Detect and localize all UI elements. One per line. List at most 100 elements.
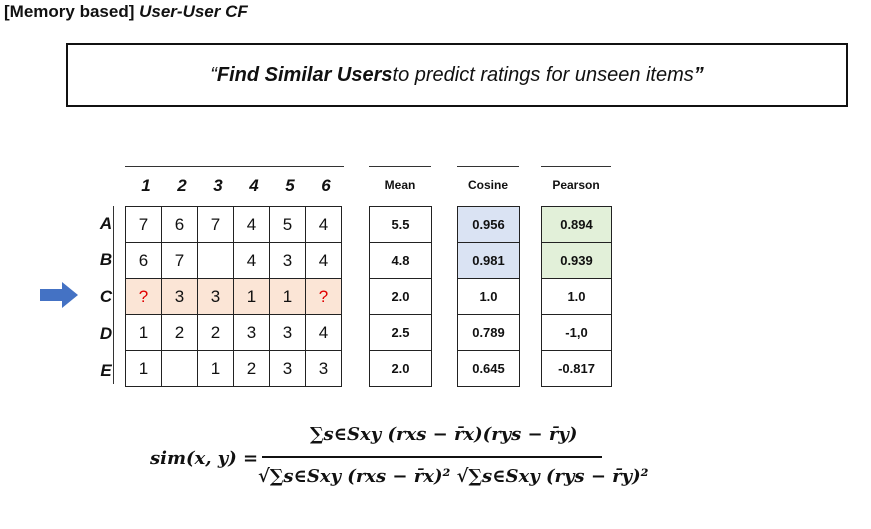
table-row: 0.956	[457, 206, 520, 243]
pearson-cell: -0.817	[541, 350, 612, 387]
mean-header: Mean	[384, 178, 416, 192]
rating-cell: 1	[125, 350, 162, 387]
rating-cell: 3	[269, 242, 306, 279]
rating-cell: 4	[233, 242, 270, 279]
pearson-cell: 0.939	[541, 242, 612, 279]
rating-cell: 3	[161, 278, 198, 315]
pearson-header-rule	[541, 166, 611, 167]
mean-cell: 5.5	[369, 206, 432, 243]
rating-cell: 4	[305, 314, 342, 351]
fraction-bar	[262, 456, 602, 458]
rating-cell: 1	[125, 314, 162, 351]
unknown-rating-cell: ?	[305, 278, 342, 315]
pearson-column: 0.894 0.939 1.0 -1,0 -0.817	[541, 206, 612, 387]
table-row: 0.981	[457, 242, 520, 279]
table-row: 6 7 4 3 4	[125, 242, 342, 279]
table-row: 0.645	[457, 350, 520, 387]
formula-numerator: ∑s∈Sxy (rxs − r̄x)(rys − r̄y)	[310, 424, 578, 445]
mean-cell: 4.8	[369, 242, 432, 279]
mean-cell: 2.0	[369, 278, 432, 315]
table-row: 2.0	[369, 350, 432, 387]
rating-cell: 3	[197, 278, 234, 315]
rating-cell: 2	[197, 314, 234, 351]
quote-bold: Find Similar Users	[216, 63, 393, 86]
rating-cell: 6	[125, 242, 162, 279]
ratings-matrix: 7 6 7 4 5 4 6 7 4 3 4 ? 3 3 1 1 ? 1 2 2 …	[125, 206, 342, 387]
table-row: 5.5	[369, 206, 432, 243]
rating-cell: 7	[197, 206, 234, 243]
cosine-header-rule	[457, 166, 519, 167]
right-arrow-icon	[40, 282, 78, 308]
table-row: 1 1 2 3 3	[125, 350, 342, 387]
table-row: -0.817	[541, 350, 612, 387]
unknown-rating-cell: ?	[125, 278, 162, 315]
quote-rest: to predict ratings for unseen items	[392, 63, 694, 86]
pearson-similarity-formula: sim(x, y) = ∑s∈Sxy (rxs − r̄x)(rys − r̄y…	[150, 420, 649, 520]
table-row: 0.894	[541, 206, 612, 243]
mean-header-rule	[369, 166, 431, 167]
rating-cell: 1	[197, 350, 234, 387]
table-row: 4.8	[369, 242, 432, 279]
page-title: [Memory based] User-User CF	[4, 2, 248, 22]
item-header-5: 5	[285, 176, 295, 195]
user-label-divider	[113, 206, 114, 384]
rating-cell: 1	[233, 278, 270, 315]
user-label-a: A	[99, 214, 113, 233]
table-row: 2.0	[369, 278, 432, 315]
rating-cell: 1	[269, 278, 306, 315]
formula-lhs: sim(x, y) =	[150, 448, 259, 469]
user-label-d: D	[99, 324, 113, 343]
pearson-cell: 0.894	[541, 206, 612, 243]
rating-cell: 4	[305, 206, 342, 243]
table-row: -1,0	[541, 314, 612, 351]
item-header-1: 1	[141, 176, 151, 195]
rating-cell	[161, 350, 198, 387]
rating-cell: 3	[269, 314, 306, 351]
rating-cell: 3	[305, 350, 342, 387]
pearson-header: Pearson	[552, 178, 600, 192]
target-user-row: ? 3 3 1 1 ?	[125, 278, 342, 315]
rating-cell: 2	[161, 314, 198, 351]
cosine-column: 0.956 0.981 1.0 0.789 0.645	[457, 206, 520, 387]
item-header-2: 2	[177, 176, 187, 195]
table-row: 2.5	[369, 314, 432, 351]
item-header-3: 3	[213, 176, 223, 195]
rating-cell: 5	[269, 206, 306, 243]
item-header-4: 4	[249, 176, 259, 195]
cosine-cell: 0.956	[457, 206, 520, 243]
rating-cell: 2	[233, 350, 270, 387]
rating-cell: 3	[269, 350, 306, 387]
rating-cell: 7	[125, 206, 162, 243]
rating-cell: 6	[161, 206, 198, 243]
cosine-cell: 0.981	[457, 242, 520, 279]
cosine-header: Cosine	[467, 178, 508, 192]
mean-cell: 2.5	[369, 314, 432, 351]
table-row: 1.0	[457, 278, 520, 315]
cosine-cell: 1.0	[457, 278, 520, 315]
item-header-6: 6	[321, 176, 331, 195]
table-row: 1.0	[541, 278, 612, 315]
rating-cell	[197, 242, 234, 279]
table-row: 7 6 7 4 5 4	[125, 206, 342, 243]
ratings-header-rule	[125, 166, 344, 167]
pearson-cell: 1.0	[541, 278, 612, 315]
rating-cell: 4	[305, 242, 342, 279]
user-label-e: E	[100, 361, 112, 380]
cosine-cell: 0.789	[457, 314, 520, 351]
table-row: 1 2 2 3 3 4	[125, 314, 342, 351]
table-row: 0.789	[457, 314, 520, 351]
cosine-cell: 0.645	[457, 350, 520, 387]
rating-cell: 7	[161, 242, 198, 279]
rating-cell: 3	[233, 314, 270, 351]
user-label-c: C	[99, 287, 113, 306]
pearson-cell: -1,0	[541, 314, 612, 351]
quote-close: ”	[693, 63, 704, 86]
table-row: 0.939	[541, 242, 612, 279]
title-name: User-User CF	[139, 2, 248, 21]
rating-cell: 4	[233, 206, 270, 243]
title-bracket: [Memory based]	[4, 2, 135, 21]
mean-column: 5.5 4.8 2.0 2.5 2.0	[369, 206, 432, 387]
user-label-b: B	[99, 250, 113, 269]
mean-cell: 2.0	[369, 350, 432, 387]
quote-open: “	[210, 63, 217, 86]
